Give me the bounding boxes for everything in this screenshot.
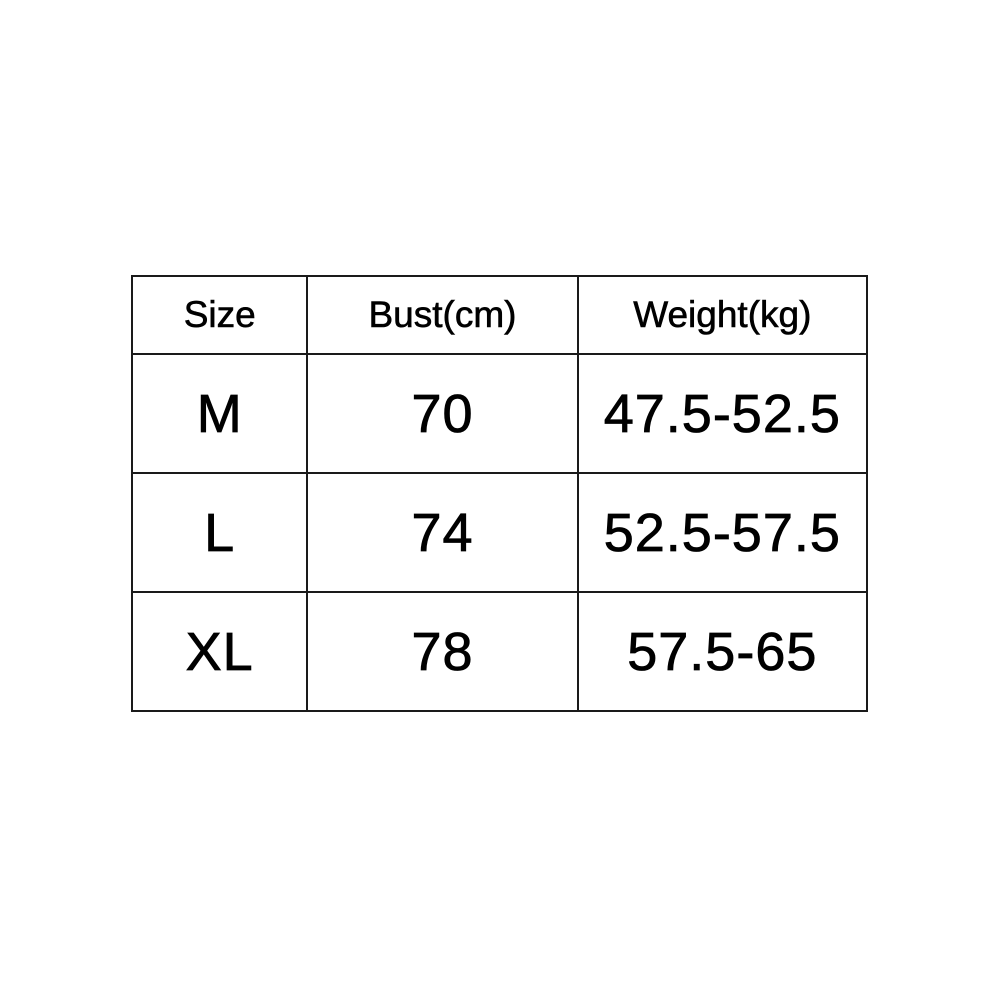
cell-weight: 57.5-65	[576, 591, 869, 712]
cell-size: M	[130, 353, 309, 474]
table-row: L 74 52.5-57.5	[130, 472, 869, 593]
cell-size: L	[130, 472, 309, 593]
header-size: Size	[130, 275, 309, 355]
cell-weight: 52.5-57.5	[576, 472, 869, 593]
size-chart-table: Size Bust(cm) Weight(kg) M 70 47.5-52.5 …	[130, 275, 869, 712]
header-weight: Weight(kg)	[576, 275, 869, 355]
cell-bust: 74	[306, 472, 579, 593]
cell-bust: 78	[306, 591, 579, 712]
table-row: M 70 47.5-52.5	[130, 353, 869, 474]
cell-size: XL	[130, 591, 309, 712]
header-bust: Bust(cm)	[306, 275, 579, 355]
header-row: Size Bust(cm) Weight(kg)	[130, 275, 869, 355]
cell-weight: 47.5-52.5	[576, 353, 869, 474]
cell-bust: 70	[306, 353, 579, 474]
table-row: XL 78 57.5-65	[130, 591, 869, 712]
